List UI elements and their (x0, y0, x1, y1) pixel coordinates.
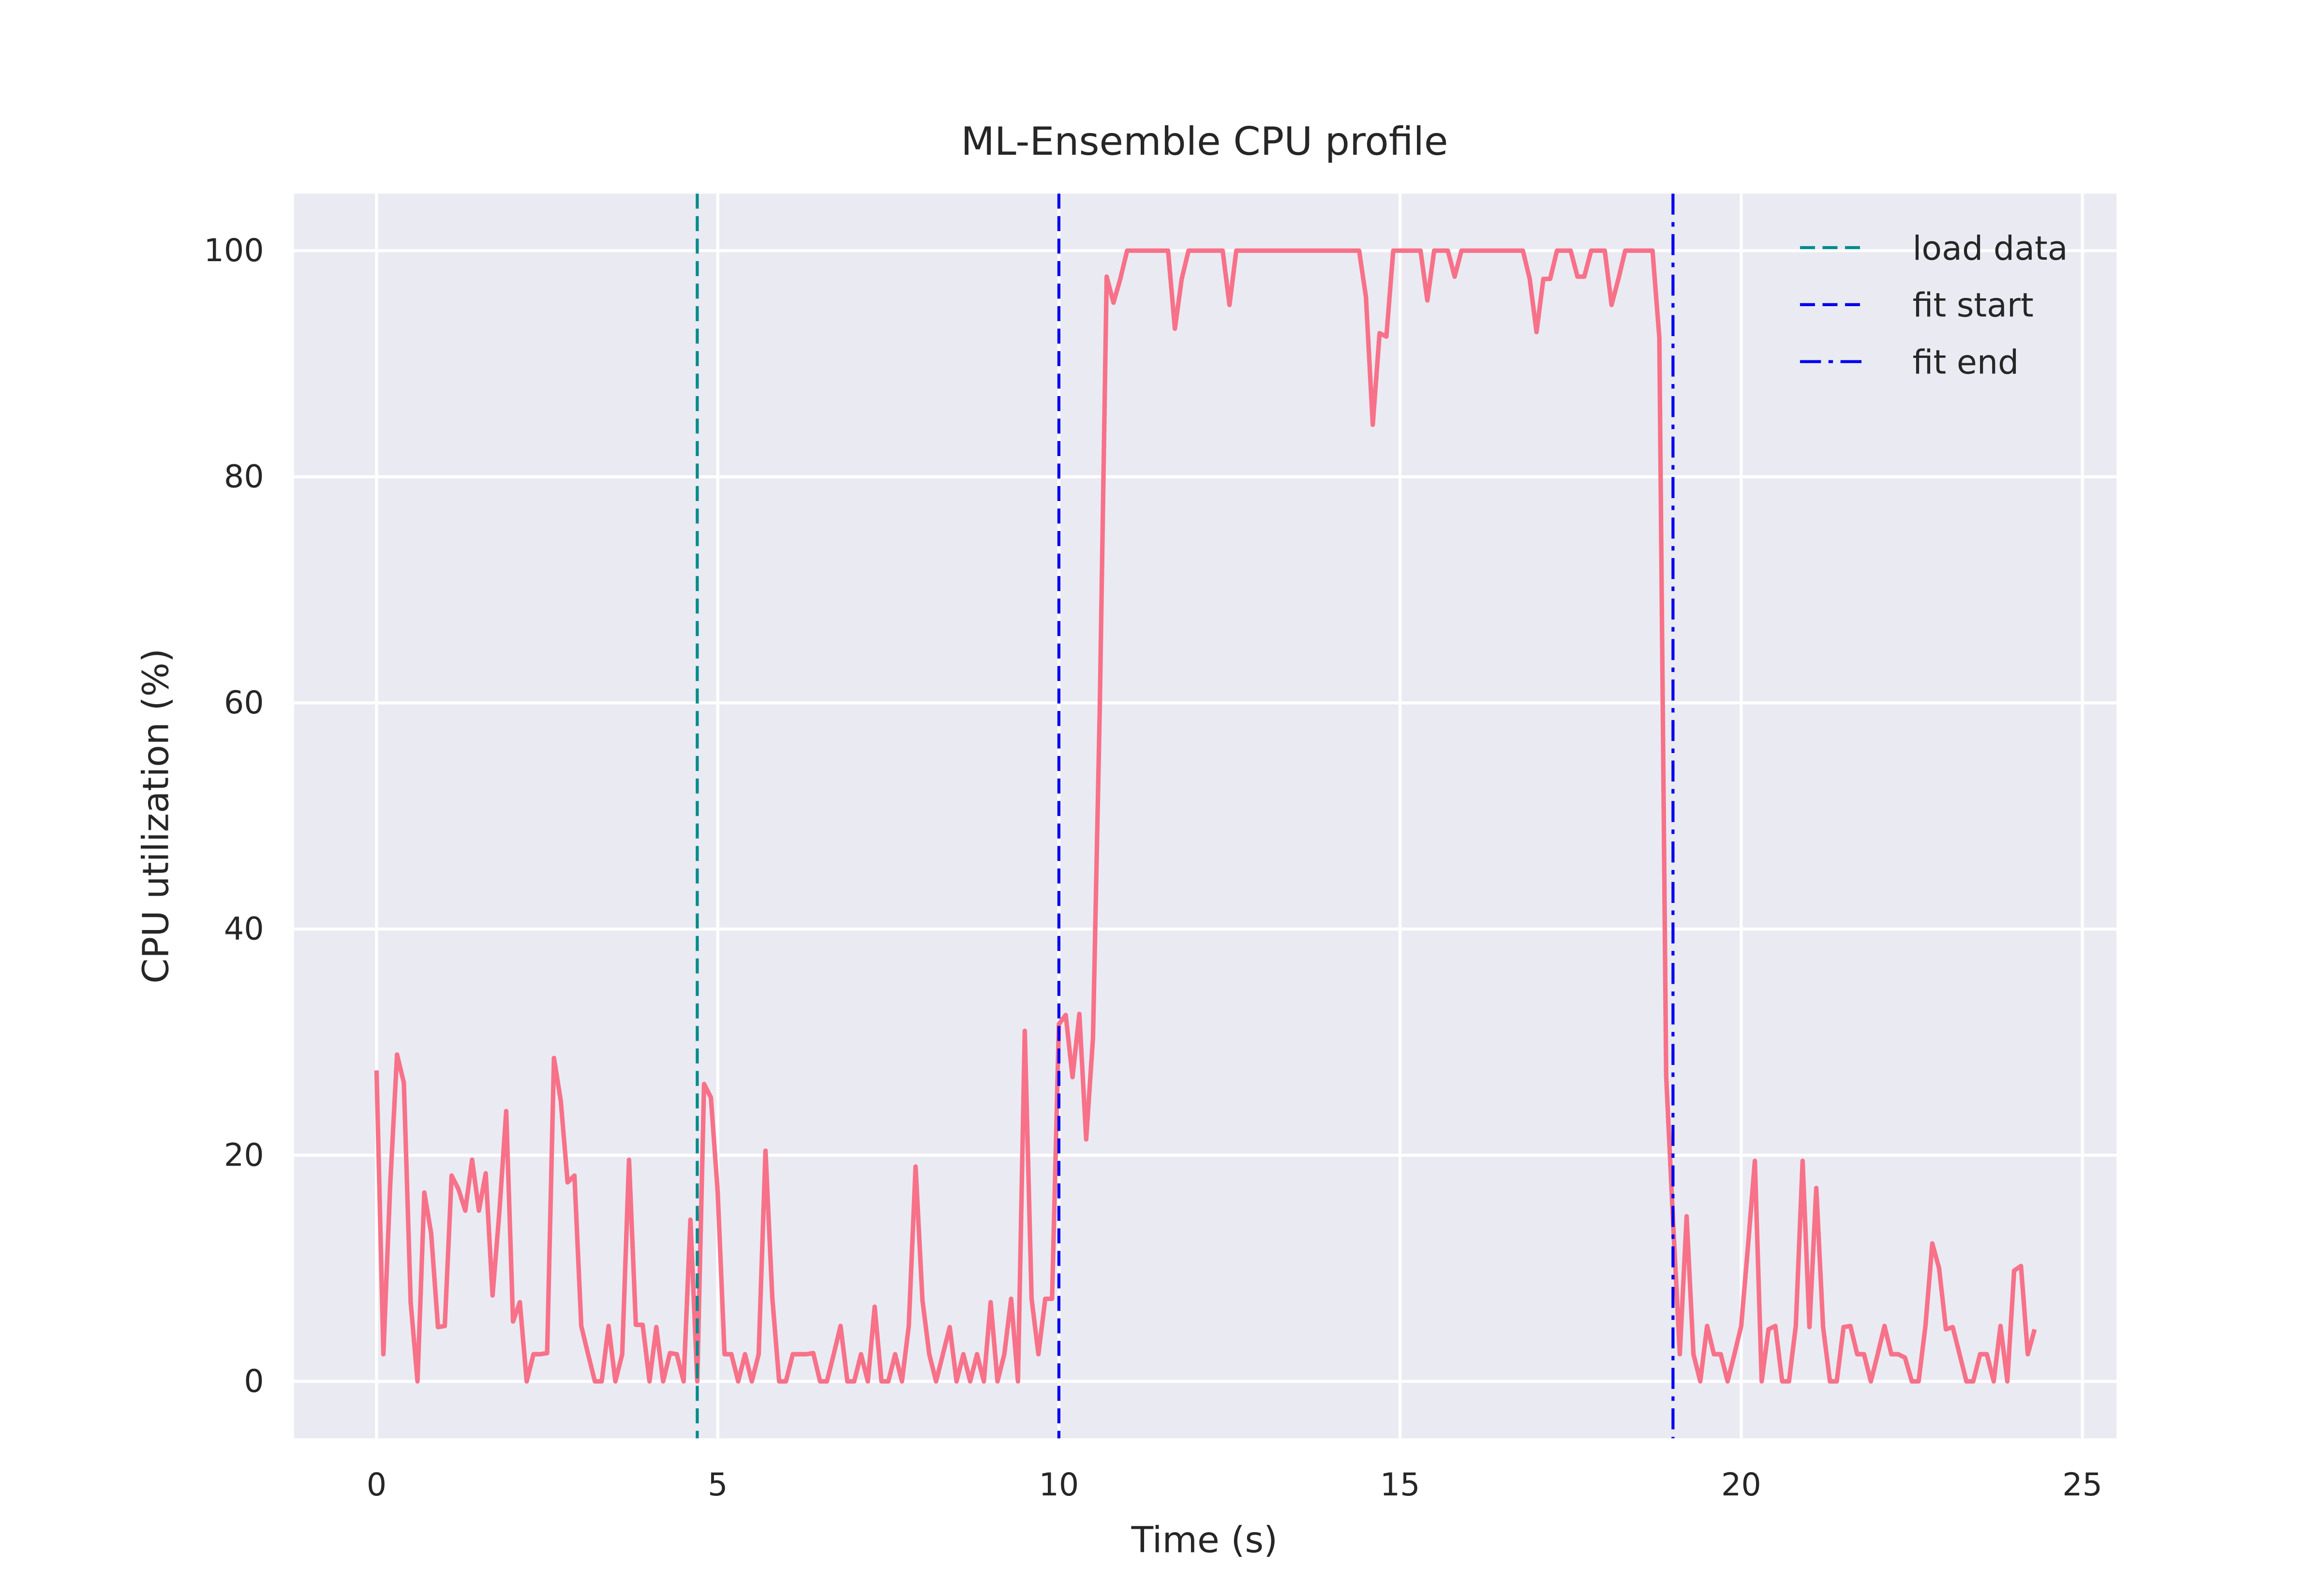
data-line (374, 248, 2037, 1384)
y-axis-label: CPU utilization (%) (134, 649, 177, 984)
x-tick-label: 0 (367, 1467, 387, 1503)
legend-label: fit start (1912, 287, 2033, 325)
y-tick-label: 0 (244, 1363, 264, 1400)
y-tick-label: 40 (224, 911, 264, 947)
x-axis-label: Time (s) (1131, 1519, 1278, 1561)
x-tick-label: 5 (708, 1467, 728, 1503)
chart-title: ML-Ensemble CPU profile (961, 119, 1448, 164)
y-tick-label: 100 (204, 233, 264, 269)
x-tick-label: 10 (1039, 1467, 1079, 1503)
x-tick-label: 20 (1721, 1467, 1761, 1503)
legend-label: fit end (1912, 343, 2019, 382)
y-tick-label: 60 (224, 685, 264, 721)
y-tick-label: 20 (224, 1137, 264, 1173)
plot-background (294, 193, 2117, 1439)
legend-label: load data (1912, 230, 2068, 268)
x-tick-label: 15 (1380, 1467, 1420, 1503)
y-tick-label: 80 (224, 459, 264, 495)
x-tick-label: 25 (2062, 1467, 2102, 1503)
